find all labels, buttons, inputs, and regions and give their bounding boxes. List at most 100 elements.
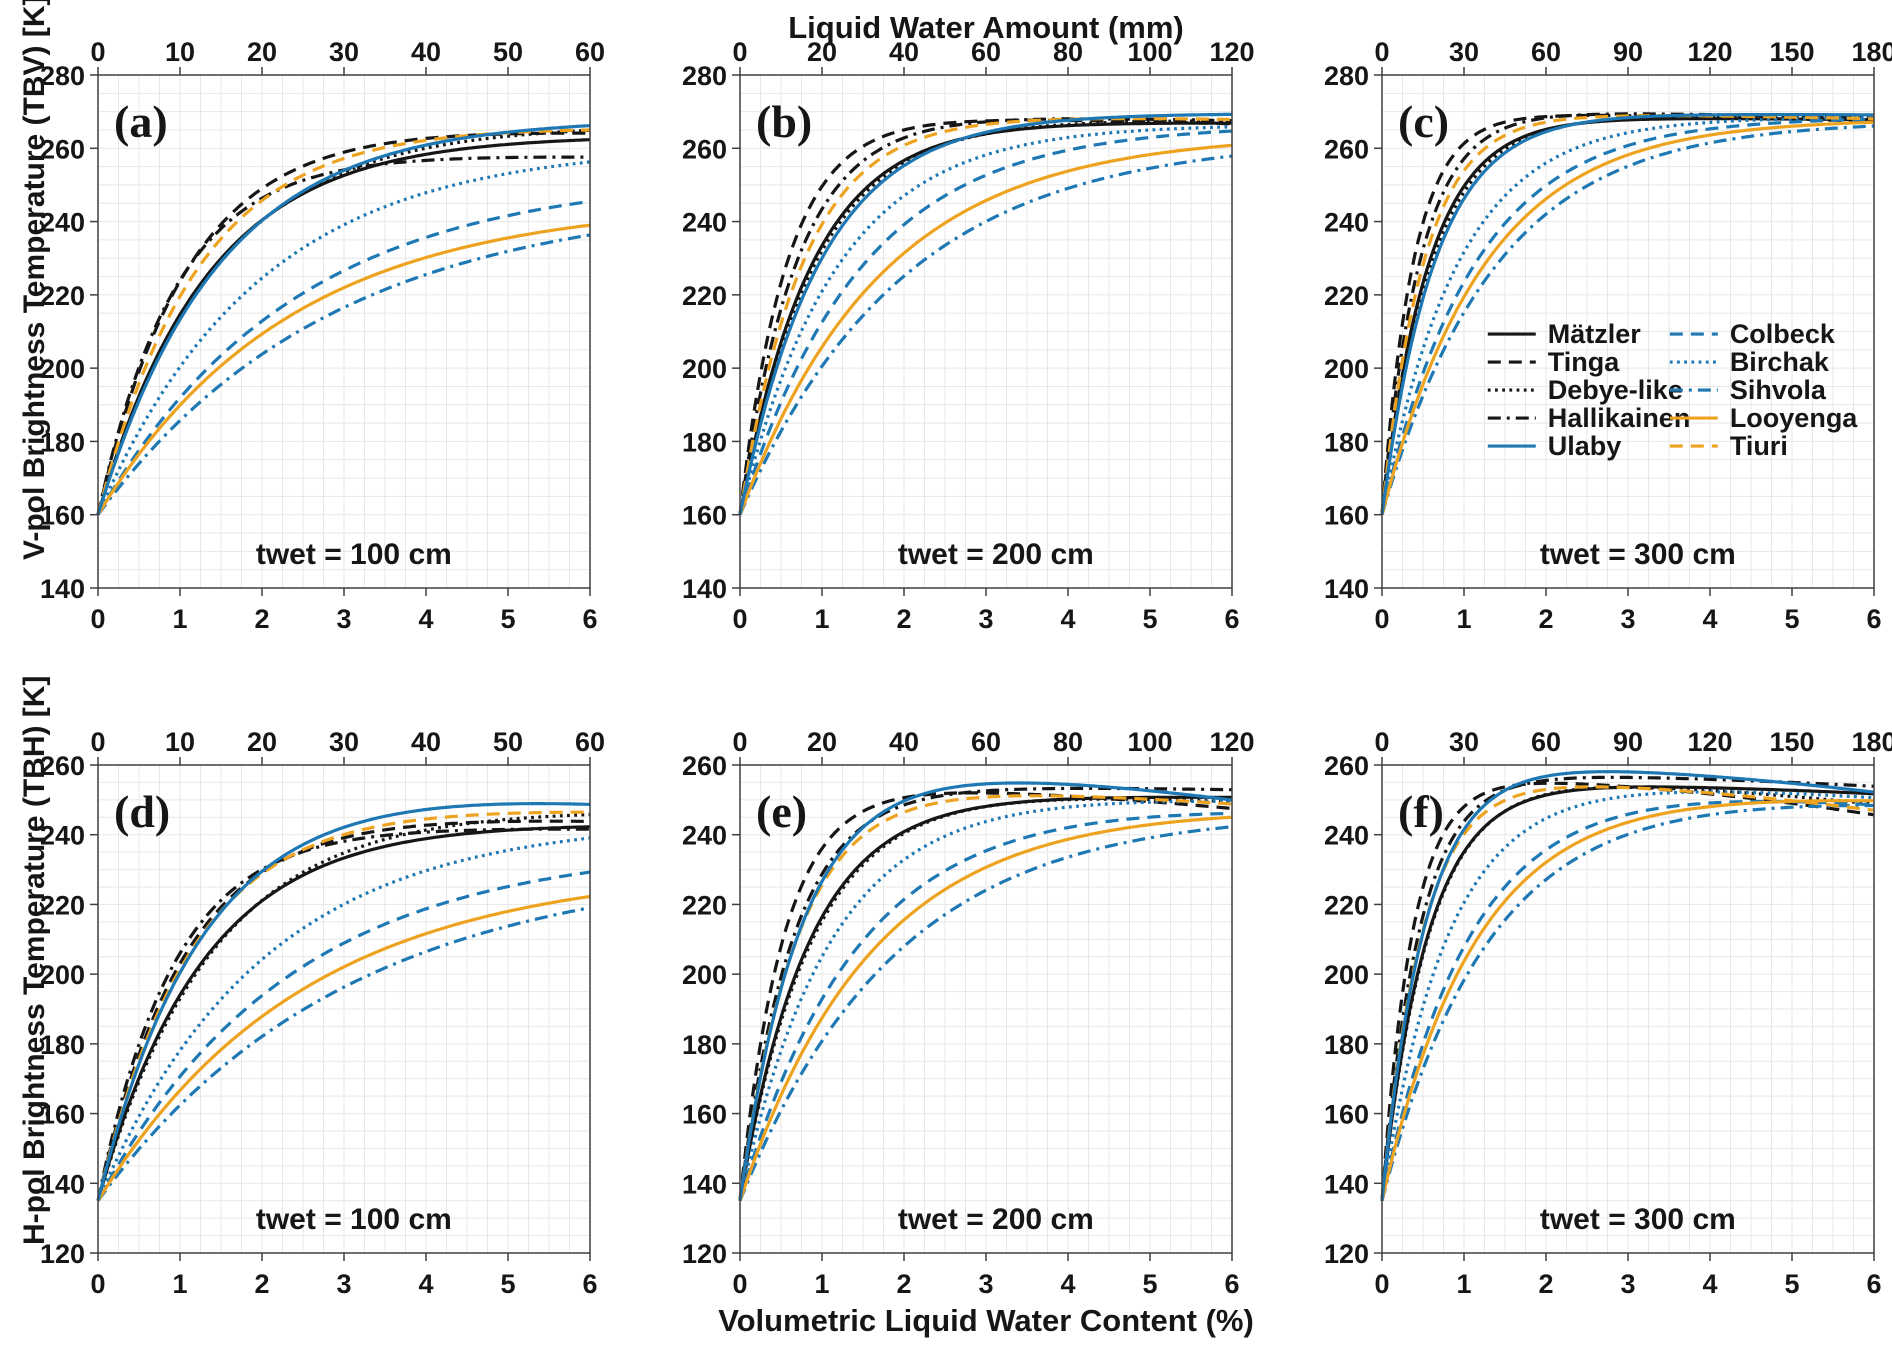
svg-text:200: 200 — [40, 960, 85, 990]
svg-text:4: 4 — [1702, 1269, 1717, 1299]
svg-text:120: 120 — [1209, 37, 1254, 67]
bottom-axis-ticks: 0 1 2 3 4 5 6 — [90, 1253, 598, 1299]
svg-text:5: 5 — [1142, 604, 1157, 634]
curve-debye-like — [96, 813, 591, 1202]
legend-label: Ulaby — [1548, 431, 1622, 461]
curve-looyenga — [1380, 799, 1875, 1202]
twet-annotation: twet = 100 cm — [256, 538, 452, 571]
legend-label: Colbeck — [1730, 319, 1836, 349]
svg-text:2: 2 — [896, 1269, 911, 1299]
curve-colbeck — [96, 870, 591, 1202]
svg-text:6: 6 — [1224, 1269, 1239, 1299]
left-axis-ticks: 140 160 180 200 220 240 260 280 — [1324, 61, 1382, 604]
svg-text:140: 140 — [1324, 574, 1369, 604]
svg-text:240: 240 — [1324, 208, 1369, 238]
left-axis-ticks: 140 160 180 200 220 240 260 280 — [682, 61, 740, 604]
grid — [1382, 75, 1874, 588]
svg-text:0: 0 — [90, 1269, 105, 1299]
svg-text:20: 20 — [247, 37, 277, 67]
legend-item-ulaby: Ulaby — [1487, 431, 1622, 461]
curve-looyenga — [738, 815, 1233, 1202]
curve-tiuri — [738, 794, 1233, 1201]
left-axis-ticks: 120 140 160 180 200 220 240 260 — [1324, 751, 1382, 1269]
svg-text:2: 2 — [1538, 604, 1553, 634]
svg-text:80: 80 — [1053, 727, 1083, 757]
svg-text:30: 30 — [329, 727, 359, 757]
legend-label: Sihvola — [1730, 375, 1827, 405]
curve-matzler — [96, 138, 591, 516]
bottom-axis-ticks: 0 1 2 3 4 5 6 — [732, 588, 1240, 634]
svg-text:30: 30 — [1449, 37, 1479, 67]
svg-text:120: 120 — [1209, 727, 1254, 757]
svg-text:240: 240 — [1324, 821, 1369, 851]
curve-looyenga — [96, 894, 591, 1202]
svg-text:140: 140 — [682, 574, 727, 604]
svg-text:220: 220 — [40, 281, 85, 311]
curve-debye-like — [96, 128, 591, 516]
grid — [98, 75, 590, 588]
svg-text:240: 240 — [40, 208, 85, 238]
svg-text:3: 3 — [336, 1269, 351, 1299]
svg-text:3: 3 — [1620, 604, 1635, 634]
curve-birchak — [1380, 116, 1875, 516]
svg-text:280: 280 — [1324, 61, 1369, 91]
legend-item-sihvola: Sihvola — [1669, 375, 1827, 405]
legend-item-tinga: Tinga — [1487, 347, 1620, 377]
svg-text:6: 6 — [582, 604, 597, 634]
left-axis-ticks: 120 140 160 180 200 220 240 260 — [682, 751, 740, 1269]
legend-item-looyenga: Looyenga — [1669, 403, 1858, 433]
svg-text:180: 180 — [1324, 1030, 1369, 1060]
curves — [738, 112, 1233, 516]
curve-looyenga — [96, 223, 591, 516]
curve-hallikainen — [738, 786, 1232, 1201]
curve-tiuri — [96, 810, 590, 1202]
svg-text:50: 50 — [493, 37, 523, 67]
svg-text:1: 1 — [172, 604, 187, 634]
curve-birchak — [738, 799, 1232, 1202]
bottom-axis-ticks: 0 1 2 3 4 5 6 — [732, 1253, 1240, 1299]
panel-f: 0 30 60 90 120 150 180 0 1 2 3 4 5 6 120 140 160 180 200 22… — [1324, 727, 1892, 1299]
curves — [96, 124, 591, 516]
panel-letter: (a) — [114, 96, 168, 147]
left-axis-ticks: 140 160 180 200 220 240 260 280 — [40, 61, 98, 604]
curve-sihvola — [1380, 803, 1874, 1202]
curve-birchak — [738, 125, 1233, 516]
svg-text:150: 150 — [1769, 37, 1814, 67]
left-axis-title-vpol: V-pol Brightness Temperature (TBV) [K] — [18, 0, 51, 560]
svg-text:0: 0 — [732, 1269, 747, 1299]
svg-text:0: 0 — [1374, 37, 1389, 67]
panel-a: 0 10 20 30 40 50 60 0 1 2 3 4 5 6 140 160 180 200 220 240 26… — [40, 37, 605, 634]
legend-item-tiuri: Tiuri — [1669, 431, 1788, 461]
top-axis-ticks: 0 20 40 60 80 100 120 — [732, 727, 1255, 765]
legend-label: Debye-like — [1548, 375, 1683, 405]
svg-text:0: 0 — [1374, 1269, 1389, 1299]
legend-item-debye-like: Debye-like — [1487, 375, 1683, 405]
curve-ulaby — [1380, 770, 1875, 1201]
svg-text:0: 0 — [90, 727, 105, 757]
svg-text:180: 180 — [682, 427, 727, 457]
svg-text:140: 140 — [40, 574, 85, 604]
svg-text:240: 240 — [682, 821, 727, 851]
curves — [1380, 112, 1875, 516]
curve-sihvola — [96, 906, 591, 1202]
curve-hallikainen — [96, 827, 590, 1202]
svg-text:160: 160 — [40, 1100, 85, 1130]
svg-text:1: 1 — [172, 1269, 187, 1299]
svg-text:4: 4 — [418, 604, 433, 634]
svg-text:4: 4 — [1702, 604, 1717, 634]
curve-ulaby — [738, 112, 1232, 516]
svg-text:1: 1 — [814, 604, 829, 634]
svg-text:120: 120 — [40, 1239, 85, 1269]
curve-matzler — [1380, 117, 1874, 515]
svg-text:150: 150 — [1769, 727, 1814, 757]
svg-text:260: 260 — [682, 134, 727, 164]
left-axis-ticks: 120 140 160 180 200 220 240 260 — [40, 751, 98, 1269]
grid — [98, 765, 590, 1253]
curves — [96, 802, 591, 1202]
svg-text:200: 200 — [682, 960, 727, 990]
svg-text:180: 180 — [682, 1030, 727, 1060]
svg-text:60: 60 — [575, 727, 605, 757]
svg-text:6: 6 — [1224, 604, 1239, 634]
svg-text:2: 2 — [254, 1269, 269, 1299]
